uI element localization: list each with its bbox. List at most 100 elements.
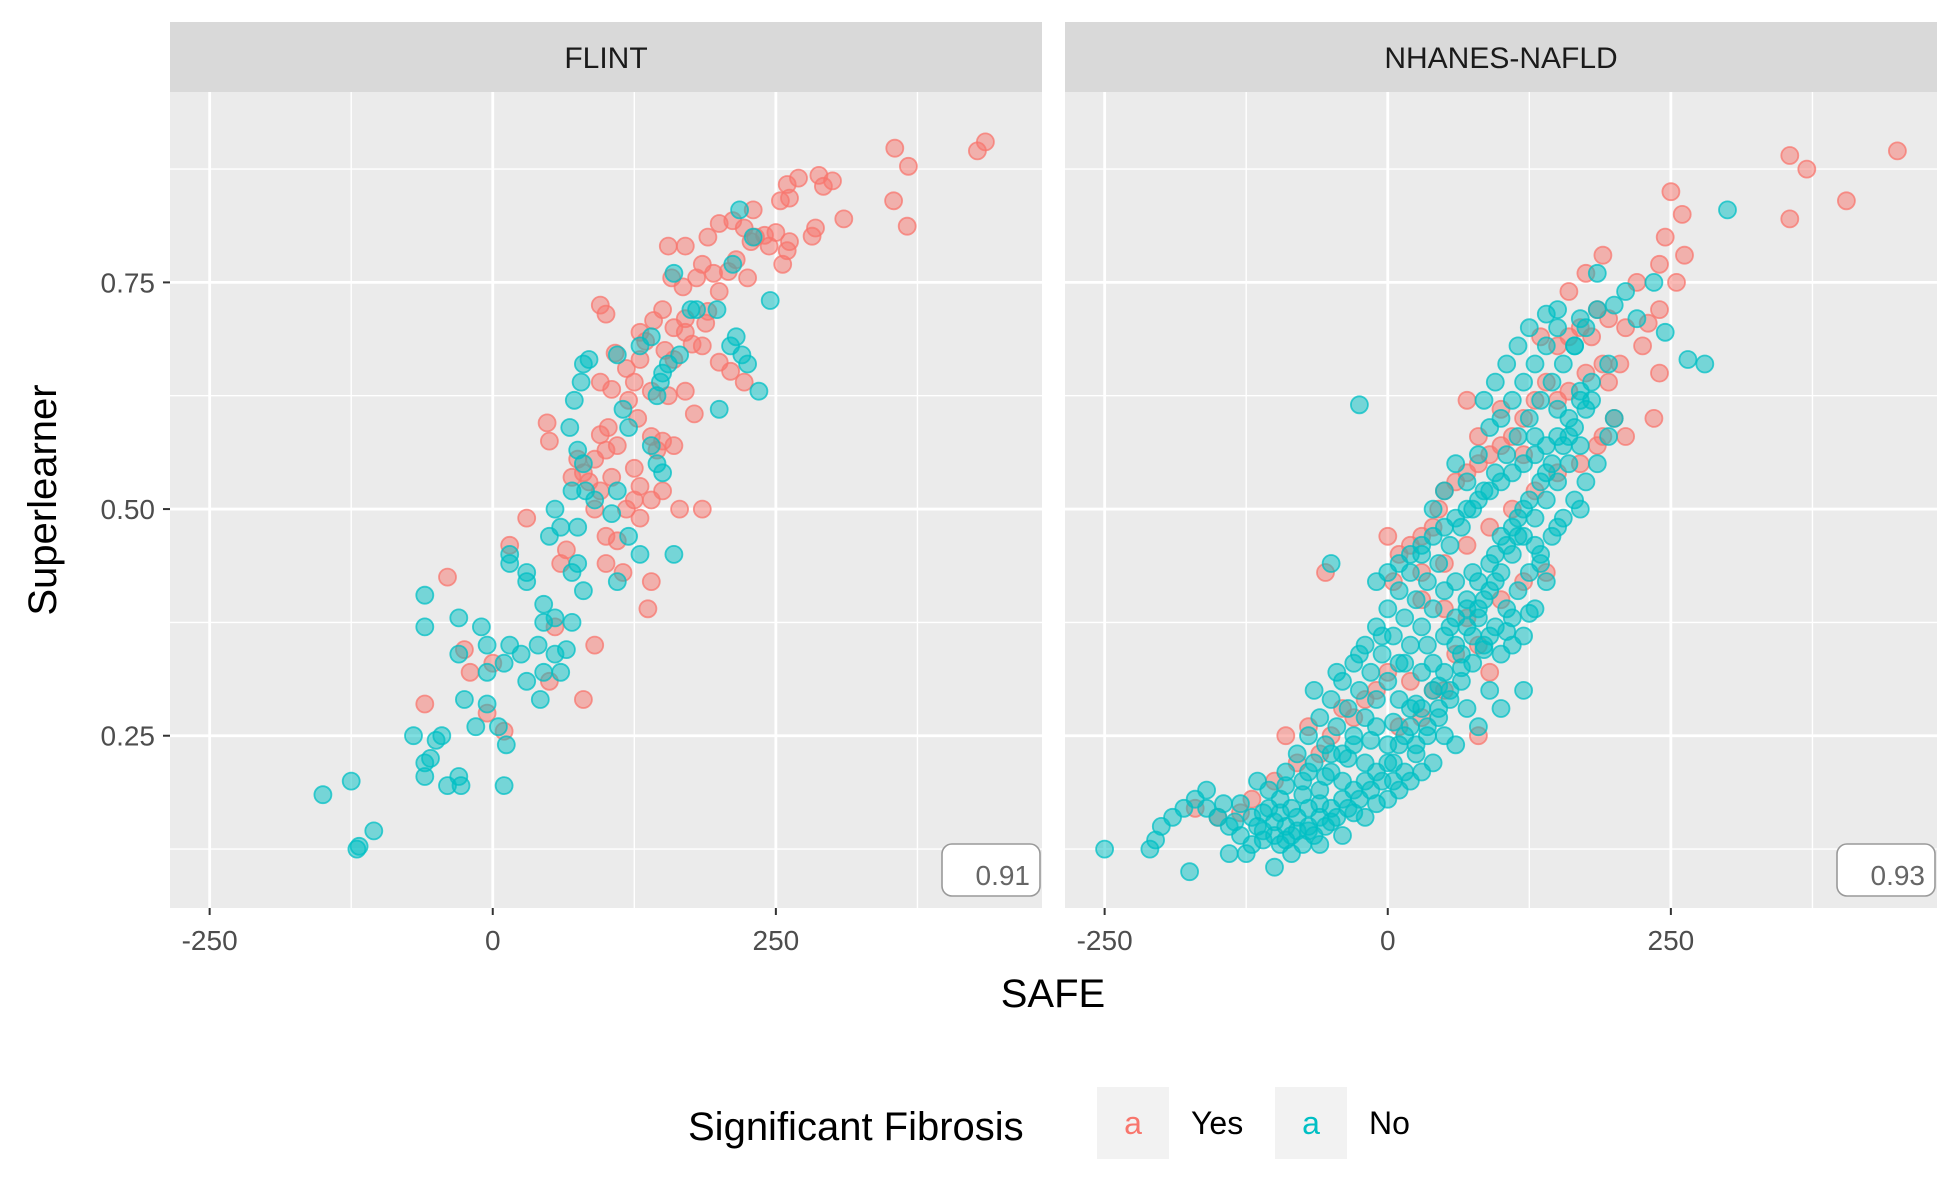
data-point-no (1435, 581, 1454, 601)
data-point-no (494, 653, 514, 673)
data-point-no (664, 263, 684, 283)
data-point-yes (692, 499, 712, 519)
annotation-box-nhanes-nafld (1836, 843, 1936, 897)
data-point-no (1519, 318, 1539, 338)
data-point-yes (675, 381, 695, 401)
legend-title: Significant Fibrosis (688, 1105, 1024, 1149)
data-point-no (1350, 681, 1369, 700)
data-point-no (1514, 681, 1533, 700)
data-point-no (574, 581, 593, 601)
data-point-yes (687, 268, 706, 288)
annotation-label-nhanes-nafld: 0.93 (1871, 860, 1926, 891)
data-point-yes (596, 554, 616, 573)
data-point-no (477, 662, 497, 682)
data-point-no (1457, 472, 1477, 492)
data-point-no (1372, 771, 1392, 791)
data-point-no (723, 254, 743, 274)
data-point-no (551, 662, 571, 682)
data-point-yes (638, 599, 658, 619)
data-point-no (1570, 499, 1590, 519)
data-point-no (1395, 653, 1415, 673)
data-point-no (1367, 717, 1386, 737)
data-point-yes (1457, 390, 1477, 410)
legend-key-glyph-yes: a (1124, 1105, 1142, 1141)
data-point-no (1536, 572, 1556, 591)
panel-background-nhanes-nafld (1065, 92, 1937, 908)
data-point-yes (709, 214, 729, 233)
data-point-no (1355, 753, 1375, 773)
data-point-no (1440, 535, 1460, 555)
data-point-no (1548, 318, 1567, 338)
data-point-no (1350, 644, 1369, 664)
data-point-no (1531, 554, 1550, 573)
data-point-no (1599, 427, 1618, 446)
data-point-no (545, 499, 565, 519)
data-point-no (1418, 717, 1437, 737)
data-point-no (1497, 354, 1517, 374)
x-tick-label: -250 (1077, 925, 1133, 956)
data-point-yes (590, 425, 610, 445)
data-point-yes (696, 313, 716, 333)
data-point-no (1469, 572, 1488, 591)
annotation-box-flint (941, 843, 1041, 897)
data-point-yes (899, 156, 918, 176)
data-point-no (1457, 599, 1477, 619)
data-point-no (1525, 354, 1545, 374)
x-tick-label: 0 (1380, 925, 1396, 956)
data-point-no (1344, 735, 1364, 755)
data-point-no (562, 481, 582, 501)
data-point-no (1412, 545, 1432, 564)
data-point-no (1469, 445, 1488, 465)
data-point-no (607, 345, 627, 365)
data-point-no (1485, 572, 1505, 591)
data-point-no (1463, 499, 1483, 519)
data-point-no (1095, 839, 1114, 859)
data-point-no (641, 436, 661, 456)
data-point-no (1548, 517, 1567, 537)
data-point-no (517, 572, 537, 591)
data-point-yes (1672, 204, 1692, 224)
data-point-no (1344, 803, 1364, 823)
data-point-no (1485, 372, 1505, 392)
data-point-no (1435, 481, 1454, 501)
data-point-no (1429, 554, 1449, 573)
data-point-no (1469, 717, 1488, 737)
data-point-no (1378, 671, 1398, 691)
data-point-no (1395, 608, 1415, 628)
data-point-no (1570, 381, 1590, 401)
data-point-no (1480, 554, 1500, 573)
data-point-yes (885, 138, 905, 158)
data-point-yes (1780, 209, 1800, 229)
data-point-no (534, 594, 554, 614)
data-point-no (1508, 336, 1528, 356)
data-point-yes (692, 336, 712, 356)
legend-key-yes (1097, 1087, 1169, 1159)
data-point-no (653, 463, 672, 483)
x-axis-title: SAFE (1001, 972, 1105, 1016)
data-point-no (1474, 640, 1494, 659)
data-point-no (1604, 295, 1624, 315)
data-point-yes (897, 216, 917, 236)
data-point-no (1508, 427, 1528, 446)
data-point-no (1401, 563, 1420, 582)
data-point-yes (1480, 662, 1500, 682)
data-point-no (730, 200, 749, 220)
legend-label-no: No (1369, 1105, 1410, 1141)
data-point-no (1440, 681, 1460, 700)
data-point-no (1423, 499, 1443, 519)
data-point-no (1514, 372, 1533, 392)
data-point-no (1474, 590, 1494, 610)
data-point-no (1452, 517, 1471, 537)
data-point-no (707, 300, 727, 320)
legend-key-glyph-no: a (1302, 1105, 1320, 1141)
data-point-no (404, 726, 423, 746)
data-point-no (540, 526, 559, 546)
data-point-no (1655, 322, 1675, 342)
strip-background-flint (170, 22, 1042, 92)
data-point-no (1502, 608, 1522, 628)
data-point-yes (438, 567, 457, 587)
data-point-no (1219, 844, 1239, 863)
data-point-no (607, 481, 627, 501)
data-point-no (1321, 690, 1341, 709)
data-point-no (1491, 699, 1511, 718)
